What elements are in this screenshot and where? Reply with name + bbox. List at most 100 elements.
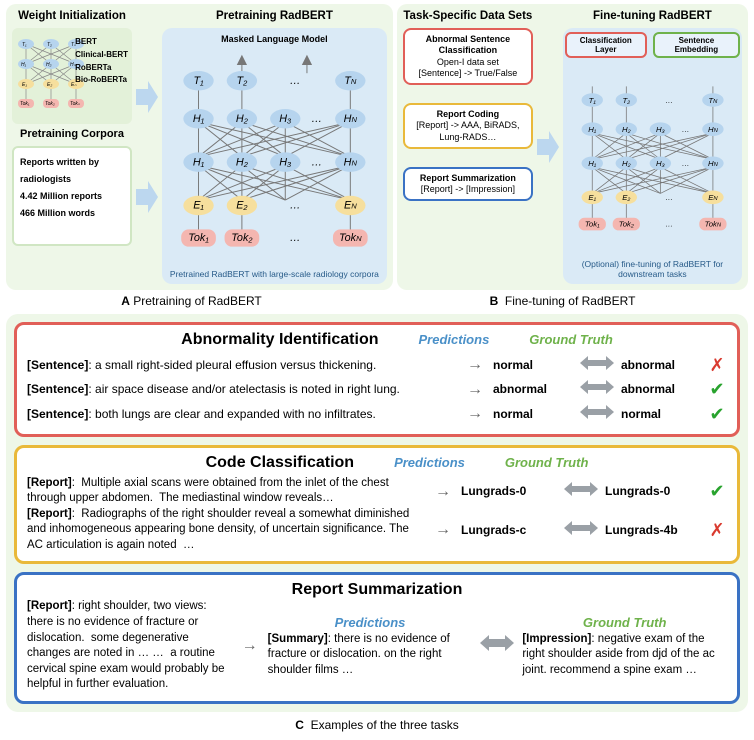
arrow-right-thin-icon: → [463,403,487,425]
sum-pred-col: Predictions [Summary]: there is no evide… [268,614,473,678]
finetune-title: Fine-tuning RadBERT [563,10,742,22]
svg-text:T₂: T₂ [47,42,52,48]
svg-text:…: … [665,193,675,202]
caption-b: B Fine-tuning of RadBERT [377,294,748,308]
arrow-right-thin-icon: → [431,519,455,541]
code-gt-0: Lungrads-0 [605,483,701,499]
task3-title: Report Summarization [411,173,525,184]
task3-map: [Report] -> [Impression] [411,184,525,195]
corpora-line-0: Reports written by radiologists [20,154,124,188]
svg-text:E₂: E₂ [622,193,630,202]
svg-text:T₁: T₁ [22,42,27,48]
ab-gt-0: abnormal [621,357,701,373]
svg-text:…: … [290,200,303,212]
task-card-3: Report Summarization [Report] -> [Impres… [403,167,533,202]
bi-arrow-icon [579,404,615,424]
tasks-title: Task-Specific Data Sets [403,10,533,22]
svg-text:H₃: H₃ [656,125,665,134]
head-embedding: Sentence Embedding [653,32,740,58]
panel-b: Task-Specific Data Sets Abnormal Sentenc… [397,4,748,290]
cross-icon: ✗ [707,353,727,377]
panel-b-right-col: Fine-tuning RadBERT Classification Layer… [563,10,742,284]
sum-gt-h: Ground Truth [522,614,727,632]
example-code: Code Classification Predictions Ground T… [14,445,740,565]
svg-text:…: … [682,125,692,134]
arrow-right-thin-icon: → [463,379,487,401]
svg-text:…: … [290,75,303,87]
svg-text:TokN: TokN [339,232,362,244]
weight-init-title: Weight Initialization [12,10,132,22]
svg-text:H₁: H₁ [193,113,205,125]
arrow-a1 [136,10,158,284]
arrow-right-thin-icon: → [431,481,455,503]
corpora-box: Reports written by radiologists 4.42 Mil… [12,146,132,246]
ab-row-1: [Sentence]: air space disease and/or ate… [27,377,727,401]
corpora-line-1: 4.42 Million reports [20,188,124,205]
ab-gt-1: abnormal [621,381,701,397]
svg-text:H₂: H₂ [236,113,249,125]
svg-text:Tok₁: Tok₁ [585,220,600,229]
ab-pred-0: normal [493,357,573,373]
arrow-right-icon [537,127,559,167]
caption-c: C Examples of the three tasks [0,712,754,732]
svg-text:…: … [311,156,324,168]
task-card-1: Abnormal Sentence Classification Open-I … [403,28,533,85]
svg-text:…: … [682,159,692,168]
arrow-right-thin-icon: → [463,354,487,376]
panel-a-left-col: Weight Initialization T₁ T₂ [12,10,132,284]
panel-c: Abnormality Identification Predictions G… [6,314,748,712]
arrow-right-icon [136,177,158,217]
svg-text:HN: HN [344,156,358,168]
arrow-right-icon [136,77,158,117]
check-icon: ✔ [707,402,727,426]
ab-gt-h: Ground Truth [529,332,613,347]
svg-text:…: … [665,220,675,229]
svg-text:H₁: H₁ [193,156,205,168]
code-row-1: [Report]: Radiographs of the right shoul… [27,507,727,554]
finetune-nn-svg: T₁ T₂ … TN H₁ H₂ H₃ … HN H₁ H₂ H₃ … HN [565,60,740,259]
svg-text:Tok₂: Tok₂ [619,220,634,229]
arrow-b [537,10,559,284]
code-gt-1: Lungrads-4b [605,522,701,538]
task1-title: Abnormal Sentence Classification [411,34,525,57]
wi-model-2: RoBERTa [75,62,128,75]
bi-arrow-icon [563,520,599,540]
ab-rows: [Sentence]: [Sentence]: a small right-si… [27,353,727,426]
svg-text:H₁: H₁ [21,62,27,68]
svg-text:…: … [665,96,675,105]
svg-text:H₂: H₂ [236,156,249,168]
mlm-label: Masked Language Model [221,34,328,44]
bi-arrow-icon [579,379,615,399]
svg-text:EN: EN [344,200,357,212]
task2-title: Report Coding [411,109,525,120]
corpora-line-2: 466 Million words [20,205,124,222]
top-panels: Weight Initialization T₁ T₂ [0,0,754,290]
example-abnormality: Abnormality Identification Predictions G… [14,322,740,437]
pretrain-nn-svg: T₁ T₂ … TN H₁ H₂ H₃ … HN H₁ H₂ H₃ … HN [166,44,383,269]
code-pred-1: Lungrads-c [461,522,557,538]
svg-text:H₃: H₃ [279,156,292,168]
svg-text:H₁: H₁ [588,159,597,168]
svg-text:T₁: T₁ [588,96,596,105]
sum-gt-col: Ground Truth [Impression]: negative exam… [522,614,727,678]
wi-model-list: BERT Clinical-BERT RoBERTa Bio-RoBERTa [75,36,128,87]
pretrain-nn-caption: Pretrained RadBERT with large-scale radi… [170,269,379,280]
check-icon: ✔ [707,377,727,401]
ab-row-0: [Sentence]: [Sentence]: a small right-si… [27,353,727,377]
ab-pred-1: abnormal [493,381,573,397]
svg-text:H₃: H₃ [279,113,292,125]
svg-text:H₂: H₂ [622,125,631,134]
svg-text:H₂: H₂ [622,159,631,168]
sum-report: [Report]: right shoulder, two views: the… [27,599,232,692]
task2-map: [Report] -> AAA, BiRADS, Lung-RADS… [411,120,525,143]
svg-text:E₂: E₂ [236,200,248,212]
svg-text:H₂: H₂ [46,62,52,68]
finetune-nn-caption: (Optional) fine-tuning of RadBERT for do… [565,259,740,280]
bi-arrow-icon [480,634,514,658]
panel-a: Weight Initialization T₁ T₂ [6,4,393,290]
code-title: Code Classification [206,454,354,472]
caption-ab-row: A A Pretraining of RadBERTPretraining of… [0,290,754,314]
svg-text:TN: TN [344,75,357,87]
code-row-0: [Report]: Multiple axial scans were obta… [27,476,727,507]
code-gt-h: Ground Truth [505,455,589,470]
